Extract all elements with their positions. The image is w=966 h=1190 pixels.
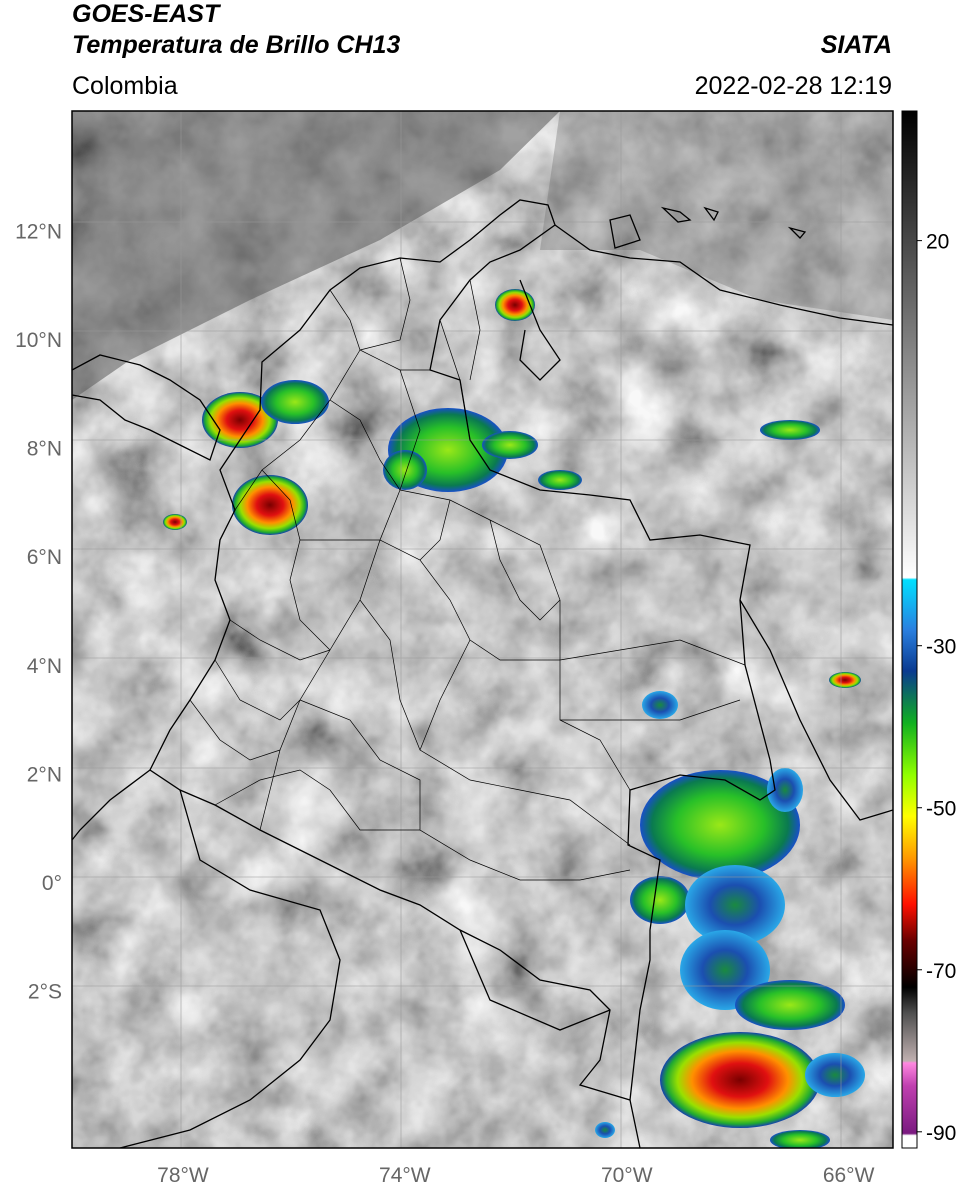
colorbar-frame <box>901 110 918 1149</box>
colorbar-tick-2: -50 <box>926 798 956 821</box>
colorbar: 20 -30 -50 -70 -90 <box>901 110 956 1149</box>
satellite-title: GOES-EAST <box>72 0 220 28</box>
colorbar-tick-labels: 20 -30 -50 -70 -90 <box>917 231 956 1145</box>
convective-cells <box>163 289 865 1148</box>
product-title: Temperatura de Brillo CH13 <box>72 31 401 59</box>
colorbar-tick-3: -70 <box>926 960 956 983</box>
lat-tick-5: 2°N <box>27 763 62 786</box>
latitude-tick-labels: 12°N 10°N 8°N 6°N 4°N 2°N 0° 2°S <box>15 220 62 1003</box>
lon-tick-0: 78°W <box>157 1164 209 1187</box>
department-boundaries <box>189 257 746 881</box>
colorbar-tick-4: -90 <box>926 1122 956 1145</box>
lat-tick-1: 10°N <box>15 329 62 352</box>
lat-tick-3: 6°N <box>27 546 62 569</box>
lat-tick-2: 8°N <box>27 438 62 461</box>
datetime-label: 2022-02-28 12:19 <box>694 72 892 100</box>
map-frame <box>71 110 894 1149</box>
lat-tick-6: 0° <box>42 872 62 895</box>
source-label: SIATA <box>820 31 892 59</box>
colorbar-gradient <box>902 111 917 1148</box>
longitude-tick-labels: 78°W 74°W 70°W 66°W <box>157 1164 874 1187</box>
satellite-image <box>72 111 893 1148</box>
colorbar-tick-1: -30 <box>926 636 956 659</box>
colorbar-tick-0: 20 <box>926 231 949 254</box>
lat-tick-0: 12°N <box>15 220 62 243</box>
lon-tick-2: 70°W <box>601 1164 653 1187</box>
lat-tick-7: 2°S <box>28 981 62 1004</box>
region-label: Colombia <box>72 72 178 100</box>
lon-tick-1: 74°W <box>379 1164 431 1187</box>
lon-tick-3: 66°W <box>823 1164 875 1187</box>
gridlines <box>72 111 893 1148</box>
lat-tick-4: 4°N <box>27 655 62 678</box>
